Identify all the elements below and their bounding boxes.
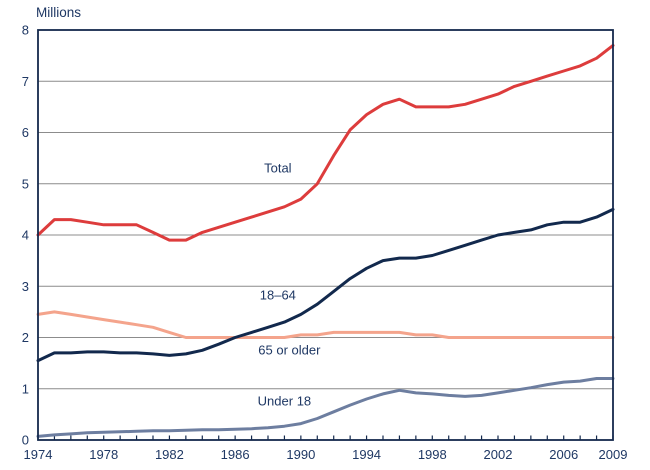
series-line-18-64	[36, 207, 615, 363]
y-tick-label: 2	[22, 330, 29, 345]
series-label-total: Total	[264, 160, 292, 175]
y-tick-label: 4	[22, 228, 29, 243]
y-tick-label: 5	[22, 176, 29, 191]
gridlines	[38, 80, 613, 390]
series-lines	[36, 43, 615, 438]
y-tick-label: 0	[22, 433, 29, 448]
series-labels: Total 18–64 65 or older Under 18	[258, 160, 321, 408]
x-axis-labels: 1974 1978 1982 1986 1990 1994 1998 2002 2006 2009	[24, 447, 628, 462]
x-tick-label: 1998	[418, 447, 447, 462]
plot-border	[37, 29, 614, 441]
series-line-65-or-older	[36, 310, 615, 339]
series-line-total	[36, 43, 615, 242]
y-axis-labels: 0 1 2 3 4 5 6 7 8	[22, 23, 29, 448]
y-tick-label: 7	[22, 74, 29, 89]
y-tick-label: 3	[22, 279, 29, 294]
y-tick-label: 6	[22, 125, 29, 140]
x-tick-label: 1986	[221, 447, 250, 462]
x-tick-label: 1982	[155, 447, 184, 462]
x-tick-label: 2006	[549, 447, 578, 462]
x-tick-label: 1990	[286, 447, 315, 462]
x-tick-label: 2009	[599, 447, 628, 462]
x-tick-label: 1978	[89, 447, 118, 462]
series-line-under-18	[36, 377, 615, 438]
x-tick-label: 1994	[352, 447, 381, 462]
series-label-under-18: Under 18	[258, 394, 311, 409]
y-axis-unit-label: Millions	[36, 5, 81, 20]
series-label-65-or-older: 65 or older	[258, 342, 321, 357]
x-tick-label: 2002	[484, 447, 513, 462]
y-tick-label: 1	[22, 381, 29, 396]
series-label-18-64: 18–64	[260, 287, 296, 302]
y-tick-label: 8	[22, 23, 29, 38]
x-tick-label: 1974	[24, 447, 53, 462]
